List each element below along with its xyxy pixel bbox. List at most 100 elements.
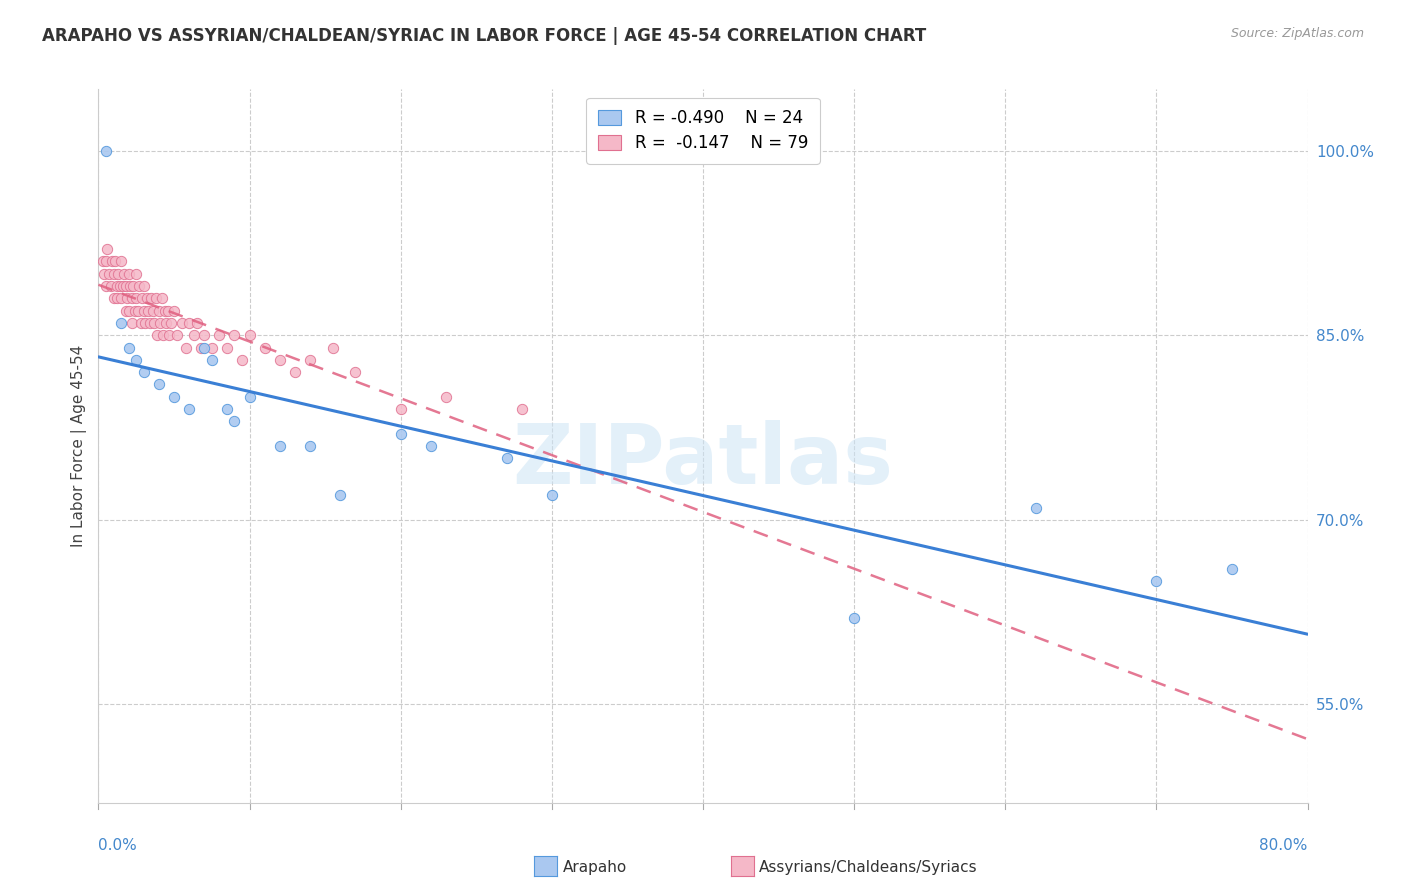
Point (224, 328, 246, 343)
Point (299, 352, 322, 367)
Point (139, 316, 162, 330)
Point (124, 303, 146, 318)
Point (125, 291, 148, 305)
Point (193, 328, 215, 343)
Point (114, 279, 136, 293)
Point (215, 341, 238, 355)
Point (118, 341, 141, 355)
Point (115, 291, 138, 305)
Point (253, 341, 276, 355)
Point (224, 414, 246, 428)
Point (96, 242, 118, 256)
Point (91, 254, 114, 268)
Point (208, 328, 231, 343)
Text: 0.0%: 0.0% (98, 838, 138, 854)
Point (104, 254, 127, 268)
Point (132, 303, 155, 318)
Point (239, 390, 262, 404)
Point (128, 279, 150, 293)
Point (163, 303, 186, 318)
Point (94, 144, 117, 158)
Point (156, 303, 179, 318)
Point (179, 402, 201, 417)
Point (166, 328, 188, 343)
Point (127, 303, 149, 318)
Point (152, 328, 174, 343)
Point (389, 402, 412, 417)
Y-axis label: In Labor Force | Age 45-54: In Labor Force | Age 45-54 (72, 345, 87, 547)
Point (103, 267, 125, 281)
Point (121, 316, 143, 330)
Text: Source: ZipAtlas.com: Source: ZipAtlas.com (1230, 27, 1364, 40)
Point (108, 279, 131, 293)
Point (105, 279, 128, 293)
Text: ZIPatlas: ZIPatlas (513, 420, 893, 500)
Point (155, 316, 177, 330)
Point (149, 316, 172, 330)
Point (134, 316, 156, 330)
Point (434, 390, 457, 404)
Point (135, 291, 157, 305)
Point (201, 341, 224, 355)
Point (98, 267, 121, 281)
Point (125, 352, 148, 367)
Point (100, 279, 122, 293)
Point (193, 341, 215, 355)
Point (495, 451, 517, 466)
Point (110, 316, 132, 330)
Point (105, 291, 128, 305)
Point (174, 341, 197, 355)
Point (148, 303, 170, 318)
Point (344, 365, 367, 379)
Point (215, 402, 238, 417)
Point (150, 291, 173, 305)
Point (159, 328, 181, 343)
Point (160, 316, 183, 330)
Text: 80.0%: 80.0% (1260, 838, 1308, 854)
Point (145, 291, 167, 305)
Point (121, 291, 143, 305)
Point (284, 365, 307, 379)
Point (131, 291, 153, 305)
Point (153, 303, 176, 318)
Point (125, 267, 148, 281)
Point (844, 611, 866, 625)
Point (118, 303, 141, 318)
Point (143, 316, 166, 330)
Point (129, 316, 152, 330)
Point (510, 402, 533, 417)
Point (179, 316, 201, 330)
Legend: R = -0.490    N = 24, R =  -0.147    N = 79: R = -0.490 N = 24, R = -0.147 N = 79 (586, 97, 820, 163)
Point (111, 279, 134, 293)
Point (299, 439, 322, 453)
Point (114, 303, 136, 318)
Point (146, 328, 169, 343)
Point (110, 254, 132, 268)
Point (103, 291, 125, 305)
Point (94, 254, 117, 268)
Point (163, 390, 186, 404)
Point (110, 291, 132, 305)
Point (112, 267, 135, 281)
Point (118, 267, 141, 281)
Point (1144, 574, 1167, 589)
Point (136, 303, 159, 318)
Point (389, 426, 412, 441)
Point (239, 328, 262, 343)
Point (420, 439, 443, 453)
Point (329, 488, 352, 502)
Point (122, 279, 145, 293)
Text: ARAPAHO VS ASSYRIAN/CHALDEAN/SYRIAC IN LABOR FORCE | AGE 45-54 CORRELATION CHART: ARAPAHO VS ASSYRIAN/CHALDEAN/SYRIAC IN L… (42, 27, 927, 45)
Point (142, 303, 165, 318)
Point (107, 267, 129, 281)
Point (186, 316, 208, 330)
Point (183, 328, 205, 343)
Point (1024, 500, 1046, 515)
Point (148, 377, 170, 392)
Point (201, 352, 224, 367)
Point (322, 341, 344, 355)
Point (170, 316, 193, 330)
Point (94, 279, 117, 293)
Point (269, 439, 291, 453)
Point (231, 352, 253, 367)
